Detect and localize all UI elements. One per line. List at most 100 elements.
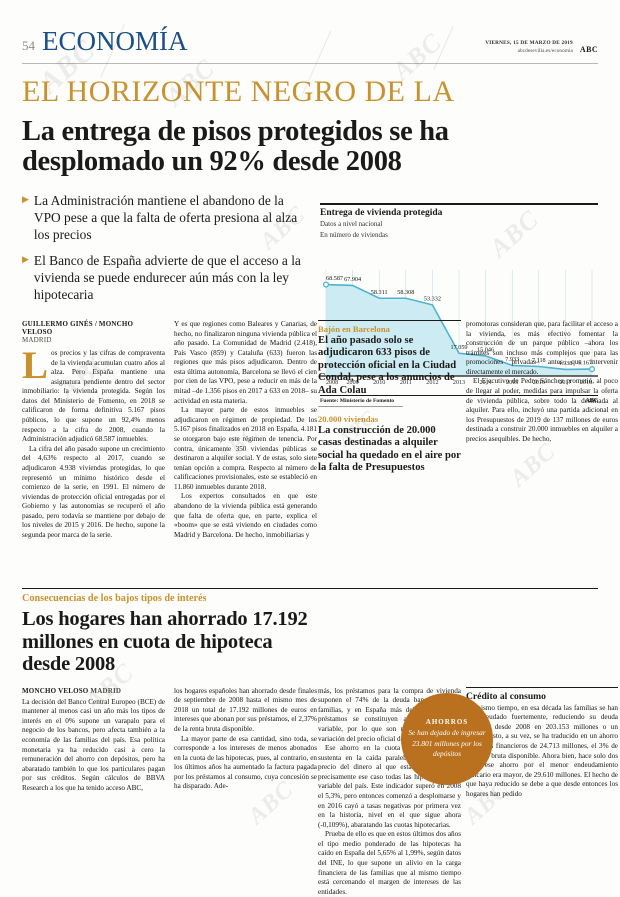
story1-body-4: promotoras consideran que, para facilita… bbox=[466, 320, 618, 445]
svg-text:67.904: 67.904 bbox=[344, 276, 361, 283]
svg-text:2013: 2013 bbox=[453, 380, 465, 386]
paragraph: La decisión del Banco Central Europeo (B… bbox=[22, 697, 165, 792]
story1-body-2: Y es que regiones como Baleares y Canari… bbox=[174, 320, 317, 540]
svg-text:58.308: 58.308 bbox=[397, 289, 414, 296]
story1-column-4: promotoras consideran que, para facilita… bbox=[466, 320, 618, 445]
paragraph: os precios y las cifras de compraventa d… bbox=[22, 349, 165, 444]
story2-byline: MONCHO VELOSO MADRID bbox=[22, 687, 165, 695]
svg-text:2014: 2014 bbox=[480, 380, 492, 386]
masthead: 54 ECONOMÍA VIERNES, 15 DE MARZO DE 2019… bbox=[22, 0, 598, 57]
story2-body-1: La decisión del Banco Central Europeo (B… bbox=[22, 698, 165, 794]
story2-top-rule bbox=[22, 588, 598, 589]
svg-text:2015: 2015 bbox=[506, 380, 518, 386]
lead-bullets: ▶ La Administración mantiene el abandono… bbox=[22, 192, 307, 303]
svg-text:2017: 2017 bbox=[559, 380, 571, 386]
section-title: ECONOMÍA bbox=[42, 26, 188, 56]
chart-footer: Fuente: Ministerio de Fomento ABC bbox=[320, 395, 598, 404]
story1-column-1: GUILLERMO GINÉS / MONCHO VELOSO MADRID L… bbox=[22, 320, 165, 541]
bullet-text: La Administración mantiene el abandono d… bbox=[33, 193, 298, 243]
highlight-block: 20.000 viviendas La construcción de 20.0… bbox=[318, 414, 461, 475]
paragraph: promotoras consideran que, para facilita… bbox=[466, 320, 618, 376]
issue-date: VIERNES, 15 DE MARZO DE 2019 bbox=[485, 40, 573, 47]
chart-source: Fuente: Ministerio de Fomento bbox=[320, 398, 395, 405]
newspaper-page: ABC ABC ABC ABC ABC ABC ABC ABC ABC ABC … bbox=[22, 0, 618, 896]
story2-kicker: Consecuencias de los bajos tipos de inte… bbox=[22, 593, 207, 604]
watermark-abc: ABC bbox=[505, 438, 561, 492]
byline-city: MADRID bbox=[90, 686, 122, 695]
savings-badge: AHORROS Se han dejado de ingresar 23.801… bbox=[401, 693, 493, 785]
paragraph: El Ejecutivo de Pedro Sánchez prometió, … bbox=[466, 377, 618, 443]
paragraph: Al mismo tiempo, en esa década las famil… bbox=[466, 703, 618, 798]
story2-body-2: los hogares españoles han ahorrado desde… bbox=[174, 687, 317, 792]
svg-text:2018: 2018 bbox=[580, 380, 592, 386]
chart-title: Entrega de vivienda protegida bbox=[320, 203, 598, 218]
svg-text:5.167: 5.167 bbox=[578, 360, 592, 367]
svg-text:15.046: 15.046 bbox=[477, 347, 494, 354]
story1-byline: GUILLERMO GINÉS / MONCHO VELOSO bbox=[22, 320, 134, 336]
triangle-bullet-icon: ▶ bbox=[22, 254, 29, 265]
paragraph: Ese ahorro en la cuota de la hipoteca se… bbox=[318, 744, 461, 829]
site-url[interactable]: abcdesevilla.es/economia bbox=[517, 48, 573, 54]
svg-text:68.587: 68.587 bbox=[326, 275, 343, 282]
svg-text:2012: 2012 bbox=[426, 380, 438, 386]
svg-text:17.059: 17.059 bbox=[450, 344, 467, 351]
chart-plot-area: 68.587 67.904 58.311 58.308 53.332 17.059 15.0… bbox=[320, 254, 598, 394]
paragraph: La mayor parte de estos inmuebles se adj… bbox=[174, 406, 317, 491]
chart-svg: 68.587 67.904 58.311 58.308 53.332 17.059 15.0… bbox=[320, 270, 598, 386]
svg-text:2009: 2009 bbox=[347, 380, 359, 386]
svg-text:53.332: 53.332 bbox=[424, 296, 441, 303]
highlight-label: Bajón en Barcelona bbox=[318, 324, 390, 334]
masthead-right: VIERNES, 15 DE MARZO DE 2019 abcdesevill… bbox=[485, 40, 598, 57]
story2-subhead: Crédito al consumo bbox=[466, 686, 618, 702]
bullet-text: El Banco de España advierte de que el ac… bbox=[33, 253, 301, 303]
paragraph: más, los préstamos para la compra de viv… bbox=[318, 686, 461, 743]
highlight-separator bbox=[318, 405, 403, 407]
highlight-text: La construcción de 20.000 casas destinad… bbox=[318, 424, 461, 474]
story2-column-4: Crédito al consumo Al mismo tiempo, en e… bbox=[466, 686, 618, 800]
svg-text:7.118: 7.118 bbox=[532, 357, 546, 364]
masthead-left: 54 ECONOMÍA bbox=[22, 26, 188, 57]
masthead-divider bbox=[22, 63, 598, 64]
paragraph: Prueba de ello es que en estos últimos d… bbox=[318, 830, 461, 896]
triangle-bullet-icon: ▶ bbox=[22, 194, 29, 205]
story2: Consecuencias de los bajos tipos de inte… bbox=[22, 588, 618, 896]
chart-brand: ABC bbox=[585, 398, 598, 405]
bullet-item: ▶ La Administración mantiene el abandono… bbox=[22, 192, 307, 243]
badge-text: Se han dejado de ingresar 23.801 millone… bbox=[408, 728, 486, 759]
svg-text:7.933: 7.933 bbox=[505, 356, 519, 363]
svg-text:2016: 2016 bbox=[533, 380, 545, 386]
svg-text:58.311: 58.311 bbox=[371, 289, 388, 296]
lead-kicker: EL HORIZONTE NEGRO DE LA bbox=[22, 76, 455, 108]
chart-vivienda-protegida: Entrega de vivienda protegida Datos a ni… bbox=[320, 203, 598, 404]
svg-text:2010: 2010 bbox=[373, 380, 385, 386]
bullet-item: ▶ El Banco de España advierte de que el … bbox=[22, 252, 307, 303]
highlight-label: 20.000 viviendas bbox=[318, 413, 379, 424]
badge-title: AHORROS bbox=[425, 718, 469, 727]
svg-text:4.938: 4.938 bbox=[558, 360, 572, 367]
story1-column-2: Y es que regiones como Baleares y Canari… bbox=[174, 320, 317, 540]
abc-logo: ABC bbox=[579, 45, 598, 54]
paragraph: La mayor parte de esa cantidad, sino tod… bbox=[174, 734, 317, 791]
svg-text:2008: 2008 bbox=[326, 380, 338, 386]
paragraph: los hogares españoles han ahorrado desde… bbox=[174, 686, 317, 733]
story2-column-2: los hogares españoles han ahorrado desde… bbox=[174, 687, 317, 792]
story2-column-1: MONCHO VELOSO MADRID La decisión del Ban… bbox=[22, 687, 165, 794]
paragraph: Y es que regiones como Baleares y Canari… bbox=[174, 320, 317, 405]
dropcap: L bbox=[22, 344, 49, 387]
chart-subtitle-2: En número de viviendas bbox=[320, 231, 388, 240]
highlight-text: El año pasado solo se adjudicaron 633 pi… bbox=[318, 335, 457, 396]
story2-columns: MONCHO VELOSO MADRID La decisión del Ban… bbox=[22, 686, 618, 896]
highlight-block: Bajón en Barcelona El año pasado solo se… bbox=[318, 320, 461, 397]
paragraph: Los expertos consultados en que este aba… bbox=[174, 492, 317, 539]
story1-city: MADRID bbox=[22, 336, 52, 344]
svg-text:2011: 2011 bbox=[400, 380, 412, 386]
chart-subtitle-1: Datos a nivel nacional bbox=[320, 220, 383, 228]
story2-body-4: Al mismo tiempo, en esa década las famil… bbox=[466, 704, 618, 800]
story2-headline: Los hogares han ahorrado 17.192 millones… bbox=[22, 608, 308, 676]
story1-highlights: Bajón en Barcelona El año pasado solo se… bbox=[318, 320, 461, 475]
lead-headline: La entrega de pisos protegidos se ha des… bbox=[22, 115, 449, 178]
byline-author: MONCHO VELOSO bbox=[22, 686, 89, 695]
paragraph: La cifra del año pasado supone un crecim… bbox=[22, 444, 165, 539]
highlight-rule bbox=[318, 320, 461, 321]
